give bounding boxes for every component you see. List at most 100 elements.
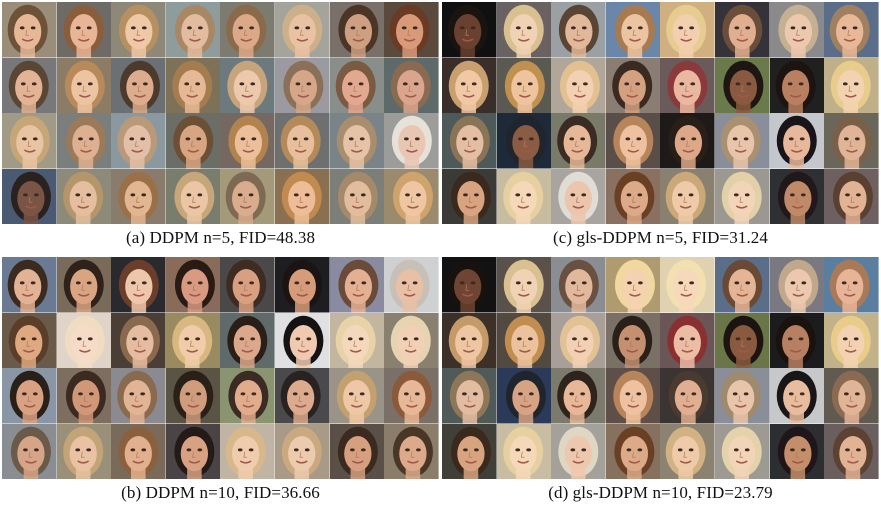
face-sample-tile (329, 312, 385, 368)
face-sample-tile (551, 113, 606, 169)
face-sample-tile (496, 2, 552, 58)
face-sample-tile (769, 113, 825, 169)
face-sample-tile (165, 57, 221, 113)
face-sample-grid (442, 257, 879, 479)
face-sample-tile (824, 423, 879, 479)
face-sample-tile (165, 312, 221, 368)
face-sample-tile (111, 368, 166, 424)
face-sample-tile (2, 113, 57, 169)
face-sample-tile (384, 257, 439, 313)
face-sample-tile (165, 257, 221, 313)
face-sample-tile (329, 168, 385, 224)
face-sample-tile (329, 368, 385, 424)
face-sample-tile (2, 312, 57, 368)
face-sample-tile (384, 423, 439, 479)
face-sample-tile (165, 368, 221, 424)
face-sample-tile (442, 2, 497, 58)
face-sample-tile (496, 312, 552, 368)
face-sample-tile (660, 57, 715, 113)
face-sample-tile (220, 423, 275, 479)
face-sample-tile (2, 57, 57, 113)
face-sample-tile (275, 2, 330, 58)
face-sample-tile (715, 113, 770, 169)
face-sample-tile (220, 257, 275, 313)
face-sample-tile (715, 2, 770, 58)
face-sample-tile (769, 168, 825, 224)
face-sample-tile (56, 368, 112, 424)
face-sample-tile (56, 57, 112, 113)
face-sample-tile (605, 57, 661, 113)
face-sample-tile (496, 423, 552, 479)
face-sample-tile (2, 2, 57, 58)
face-sample-tile (220, 57, 275, 113)
face-sample-tile (769, 368, 825, 424)
face-sample-tile (56, 312, 112, 368)
face-sample-tile (165, 113, 221, 169)
face-sample-tile (275, 168, 330, 224)
face-sample-tile (605, 423, 661, 479)
panel-ddpm-n5: (a) DDPM n=5, FID=48.38 (2, 2, 439, 247)
face-sample-tile (824, 257, 879, 313)
face-sample-tile (605, 2, 661, 58)
panel-caption: (d) gls-DDPM n=10, FID=23.79 (548, 483, 773, 502)
face-sample-tile (660, 113, 715, 169)
face-sample-tile (220, 168, 275, 224)
face-sample-tile (660, 368, 715, 424)
face-sample-tile (715, 312, 770, 368)
face-sample-tile (165, 168, 221, 224)
face-sample-tile (165, 2, 221, 58)
face-sample-grid (2, 2, 439, 224)
face-sample-tile (329, 423, 385, 479)
face-sample-tile (384, 312, 439, 368)
face-sample-tile (769, 57, 825, 113)
face-sample-tile (715, 368, 770, 424)
face-sample-tile (111, 57, 166, 113)
face-sample-tile (2, 168, 57, 224)
face-sample-tile (56, 423, 112, 479)
face-sample-tile (442, 168, 497, 224)
face-sample-tile (605, 368, 661, 424)
panel-caption: (b) DDPM n=10, FID=36.66 (121, 483, 320, 502)
panel-ddpm-n10: (b) DDPM n=10, FID=36.66 (2, 257, 439, 502)
face-sample-tile (56, 257, 112, 313)
face-sample-tile (605, 168, 661, 224)
face-sample-tile (220, 2, 275, 58)
face-sample-tile (496, 113, 552, 169)
face-sample-tile (384, 113, 439, 169)
face-sample-tile (111, 312, 166, 368)
face-sample-tile (715, 257, 770, 313)
panel-gls-ddpm-n5: (c) gls-DDPM n=5, FID=31.24 (442, 2, 879, 247)
face-sample-tile (329, 113, 385, 169)
face-sample-tile (551, 257, 606, 313)
face-sample-tile (551, 168, 606, 224)
face-sample-tile (111, 168, 166, 224)
face-sample-tile (2, 368, 57, 424)
face-sample-tile (660, 312, 715, 368)
face-sample-tile (111, 257, 166, 313)
face-sample-tile (824, 2, 879, 58)
face-sample-tile (384, 368, 439, 424)
face-sample-tile (824, 312, 879, 368)
face-sample-tile (384, 168, 439, 224)
face-sample-tile (824, 57, 879, 113)
face-sample-tile (384, 2, 439, 58)
face-sample-tile (442, 57, 497, 113)
face-sample-tile (605, 312, 661, 368)
face-sample-tile (111, 2, 166, 58)
face-sample-tile (275, 57, 330, 113)
face-sample-tile (824, 368, 879, 424)
face-sample-tile (551, 312, 606, 368)
face-sample-tile (56, 2, 112, 58)
face-sample-tile (165, 423, 221, 479)
face-sample-tile (605, 257, 661, 313)
face-sample-grid (2, 257, 439, 479)
face-sample-tile (660, 168, 715, 224)
face-sample-tile (551, 57, 606, 113)
face-sample-tile (220, 368, 275, 424)
face-sample-tile (824, 168, 879, 224)
face-sample-tile (769, 2, 825, 58)
face-sample-tile (442, 113, 497, 169)
face-sample-tile (384, 57, 439, 113)
face-sample-tile (769, 257, 825, 313)
face-sample-tile (442, 312, 497, 368)
